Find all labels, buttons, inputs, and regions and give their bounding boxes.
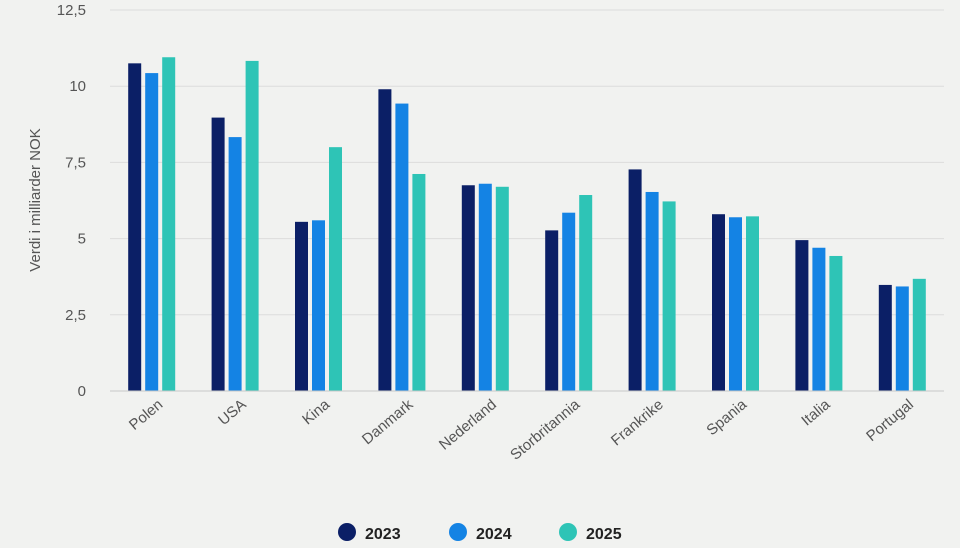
bar-kina-2024 bbox=[312, 220, 325, 391]
legend-label: 2025 bbox=[586, 526, 622, 543]
bar-spania-2024 bbox=[729, 217, 742, 391]
bar-italia-2025 bbox=[829, 255, 843, 391]
y-axis-ticks: 0 2,5 5 7,5 10 12,5 bbox=[57, 2, 86, 400]
legend-marker bbox=[559, 523, 577, 541]
y-tick-label: 0 bbox=[78, 383, 86, 400]
bar-portugal-2024 bbox=[895, 286, 909, 391]
bar-nederland-2023 bbox=[461, 185, 475, 391]
x-tick-label: Italia bbox=[798, 396, 834, 430]
bar-danmark-2023 bbox=[378, 89, 392, 392]
category-labels: Polen USA Kina Danmark Nederland Storbritanni… bbox=[126, 396, 917, 464]
legend-marker bbox=[449, 523, 467, 541]
bar-nederland-2024 bbox=[478, 183, 492, 391]
bar-danmark-2025 bbox=[412, 173, 426, 391]
bar-usa-2025 bbox=[245, 60, 259, 391]
bar-spania-2025 bbox=[746, 216, 759, 391]
x-tick-label: Polen bbox=[126, 396, 166, 434]
bar-italia-2023 bbox=[795, 240, 809, 391]
bars bbox=[128, 57, 926, 392]
x-tick-label: Frankrike bbox=[608, 396, 667, 449]
bar-portugal-2023 bbox=[878, 284, 892, 391]
bar-portugal-2025 bbox=[912, 278, 926, 391]
bar-italia-2024 bbox=[812, 247, 826, 391]
bar-nederland-2025 bbox=[495, 186, 509, 391]
bar-polen-2023 bbox=[128, 63, 142, 392]
bar-polen-2025 bbox=[162, 57, 176, 392]
bar-spania-2023 bbox=[712, 214, 725, 391]
bar-kina-2023 bbox=[295, 221, 308, 391]
legend-marker bbox=[338, 523, 356, 541]
legend-label: 2024 bbox=[476, 526, 512, 543]
x-tick-label: Spania bbox=[703, 396, 750, 439]
bar-frankrike-2023 bbox=[628, 169, 642, 391]
x-tick-label: Nederland bbox=[436, 396, 500, 454]
bar-danmark-2024 bbox=[395, 103, 409, 391]
x-tick-label: Kina bbox=[299, 396, 333, 429]
y-tick-label: 2,5 bbox=[65, 307, 86, 324]
y-tick-label: 7,5 bbox=[65, 154, 86, 171]
x-tick-label: USA bbox=[215, 396, 250, 429]
bar-usa-2024 bbox=[228, 137, 242, 391]
y-tick-label: 10 bbox=[69, 78, 86, 95]
x-tick-label: Danmark bbox=[359, 396, 417, 448]
y-tick-label: 5 bbox=[78, 231, 86, 248]
bar-storbritannia-2025 bbox=[579, 195, 593, 391]
bar-polen-2024 bbox=[145, 73, 159, 391]
x-tick-label: Storbritannia bbox=[507, 396, 584, 464]
bar-storbritannia-2024 bbox=[562, 212, 576, 391]
x-tick-label: Portugal bbox=[863, 396, 917, 445]
bar-kina-2025 bbox=[329, 147, 342, 391]
legend-label: 2023 bbox=[365, 526, 401, 543]
bar-frankrike-2024 bbox=[645, 191, 659, 391]
bar-usa-2023 bbox=[211, 117, 225, 392]
legend: 2023 2024 2025 bbox=[338, 523, 622, 543]
bar-frankrike-2025 bbox=[662, 201, 676, 391]
y-axis-label: Verdi i milliarder NOK bbox=[27, 128, 44, 271]
y-tick-label: 12,5 bbox=[57, 2, 86, 19]
bar-storbritannia-2023 bbox=[545, 230, 559, 391]
